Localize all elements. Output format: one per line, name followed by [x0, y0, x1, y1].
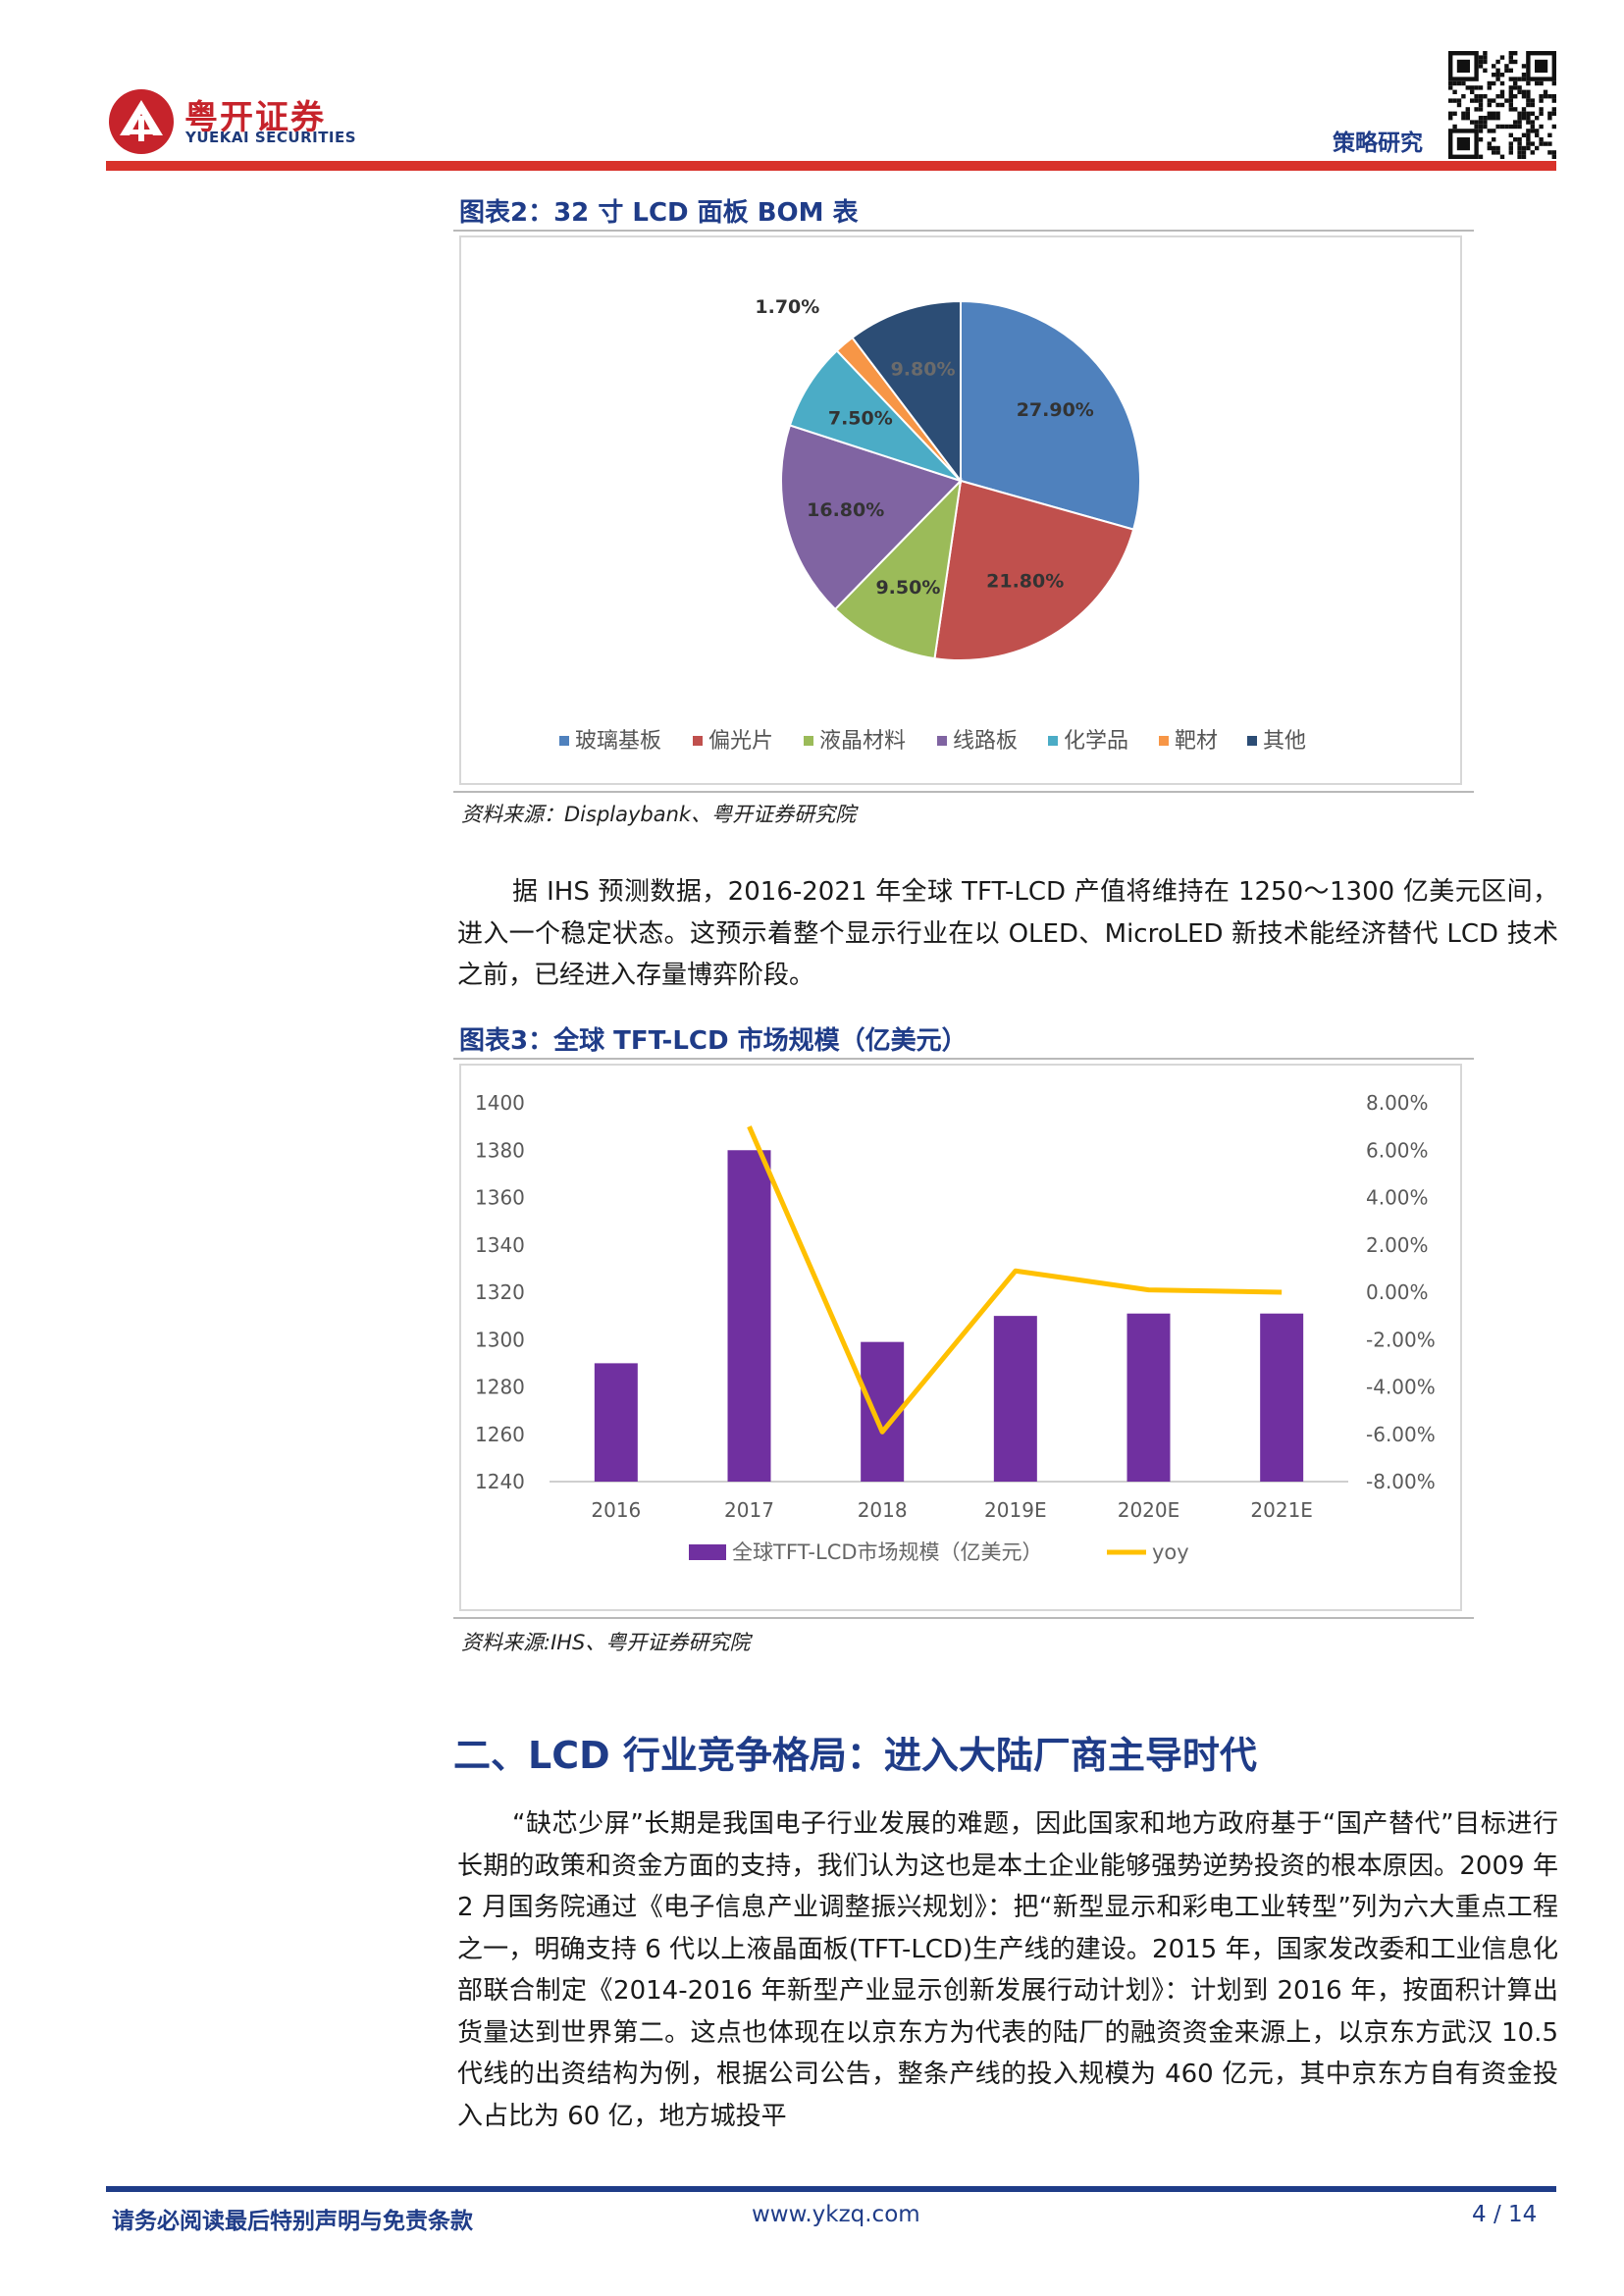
- legend-swatch: [559, 736, 569, 746]
- bar: [727, 1150, 771, 1482]
- logo-text-cn: 粤开证券: [184, 98, 326, 137]
- legend-label: 其他: [1263, 729, 1306, 754]
- y-left-tick-label: 1320: [475, 1280, 525, 1304]
- paragraph-1-text: 据 IHS 预测数据，2016-2021 年全球 TFT-LCD 产值将维持在 …: [457, 877, 1558, 990]
- report-category: 策略研究: [1333, 130, 1423, 156]
- legend-label: 化学品: [1064, 729, 1128, 754]
- paragraph-2-text: “缺芯少屏”长期是我国电子行业发展的难题，因此国家和地方政府基于“国产替代”目标…: [457, 1809, 1558, 2131]
- y-left-tick-label: 1400: [475, 1091, 525, 1115]
- section-heading: 二、LCD 行业竞争格局：进入大陆厂商主导时代: [453, 1734, 1257, 1777]
- legend-swatch: [1048, 736, 1058, 746]
- qr-code-icon: [1448, 51, 1556, 159]
- y-left-tick-label: 1240: [475, 1470, 525, 1493]
- legend-label: 靶材: [1175, 729, 1218, 754]
- footer-website-link[interactable]: www.ykzq.com: [752, 2202, 920, 2227]
- pie-data-label: 16.80%: [807, 499, 884, 521]
- y-right-tick-label: -2.00%: [1366, 1328, 1436, 1351]
- footer-divider: [106, 2186, 1556, 2192]
- y-right-tick-label: 2.00%: [1366, 1233, 1429, 1257]
- legend-label: 液晶材料: [819, 729, 906, 754]
- legend-label: 玻璃基板: [575, 729, 661, 754]
- legend-swatch: [1159, 736, 1169, 746]
- header-divider: [106, 161, 1556, 171]
- pie-slice: [780, 424, 963, 611]
- x-tick-label: 2016: [591, 1498, 641, 1522]
- pie-data-label: 21.80%: [986, 570, 1064, 592]
- figure2-bottom-rule: [453, 791, 1474, 793]
- y-left-tick-label: 1340: [475, 1233, 525, 1257]
- legend-label-line: yoy: [1152, 1540, 1189, 1564]
- x-tick-label: 2021E: [1250, 1498, 1313, 1522]
- pie-data-label: 27.90%: [1017, 399, 1094, 421]
- pie-slice: [960, 299, 1141, 531]
- page-number: 4 / 14: [1472, 2202, 1538, 2227]
- bar: [594, 1363, 638, 1482]
- figure2-caption: 图表2：32 寸 LCD 面板 BOM 表: [459, 198, 859, 228]
- footer-disclaimer: 请务必阅读最后特别声明与免责条款: [112, 2209, 473, 2234]
- pie-data-label: 9.50%: [875, 577, 940, 599]
- bar: [1260, 1313, 1304, 1482]
- pie-data-label: 7.50%: [828, 408, 893, 430]
- figure3-bottom-rule: [453, 1617, 1474, 1619]
- legend-label: 线路板: [953, 729, 1018, 754]
- figure3-caption-rule: [453, 1058, 1474, 1060]
- pie-data-label: 9.80%: [891, 359, 956, 381]
- x-tick-label: 2018: [858, 1498, 908, 1522]
- figure2-source: 资料来源：Displaybank、粤开证券研究院: [461, 803, 857, 826]
- y-left-tick-label: 1300: [475, 1328, 525, 1351]
- pie-slice: [933, 479, 1135, 661]
- x-tick-label: 2019E: [984, 1498, 1047, 1522]
- x-tick-label: 2017: [724, 1498, 774, 1522]
- bar: [993, 1316, 1037, 1482]
- pie-data-label: 1.70%: [755, 296, 819, 318]
- x-tick-label: 2020E: [1118, 1498, 1180, 1522]
- y-right-tick-label: 8.00%: [1366, 1091, 1429, 1115]
- figure2-chart-frame: 27.90% 21.80% 9.50% 16.80% 7.50% 1.70% 9.80% 玻璃…: [459, 235, 1462, 785]
- legend-swatch: [937, 736, 947, 746]
- y-left-tick-label: 1360: [475, 1186, 525, 1210]
- logo-text-en: YUEKAI SECURITIES: [185, 129, 357, 146]
- figure3-caption: 图表3：全球 TFT-LCD 市场规模（亿美元）: [459, 1026, 968, 1056]
- yoy-line: [747, 1125, 1283, 1435]
- legend-swatch: [804, 736, 813, 746]
- pie-chart: 27.90% 21.80% 9.50% 16.80% 7.50% 1.70% 9.80% 玻璃…: [559, 296, 1306, 754]
- pie-slice: [833, 478, 963, 660]
- legend-swatch: [693, 736, 703, 746]
- y-right-tick-label: -4.00%: [1366, 1376, 1436, 1399]
- y-left-tick-label: 1380: [475, 1138, 525, 1162]
- figure2-caption-rule: [453, 230, 1474, 232]
- figure3-source: 资料来源:IHS、粤开证券研究院: [461, 1631, 751, 1654]
- bar-line-chart: 1400 1380 1360 1340 1320 1300 1280 1260 1240 8.00…: [475, 1091, 1436, 1564]
- y-right-tick-label: 4.00%: [1366, 1186, 1429, 1210]
- bar: [1126, 1313, 1171, 1482]
- y-right-tick-label: -6.00%: [1366, 1423, 1436, 1446]
- y-right-tick-label: 6.00%: [1366, 1138, 1429, 1162]
- pie-slice: [851, 299, 962, 484]
- y-left-tick-label: 1260: [475, 1423, 525, 1446]
- body-paragraph-1: 据 IHS 预测数据，2016-2021 年全球 TFT-LCD 产值将维持在 …: [457, 871, 1558, 997]
- figure3-chart-frame: 1400 1380 1360 1340 1320 1300 1280 1260 1240 8.00…: [459, 1064, 1462, 1611]
- legend-swatch-bar: [689, 1544, 726, 1560]
- y-right-tick-label: 0.00%: [1366, 1280, 1429, 1304]
- y-right-tick-label: -8.00%: [1366, 1470, 1436, 1493]
- body-paragraph-2: “缺芯少屏”长期是我国电子行业发展的难题，因此国家和地方政府基于“国产替代”目标…: [457, 1803, 1558, 2137]
- company-logo-icon: [109, 89, 174, 154]
- pie-slice: [788, 349, 962, 482]
- legend-label: 偏光片: [708, 729, 773, 754]
- legend-swatch: [1247, 736, 1257, 746]
- legend-label-bar: 全球TFT-LCD市场规模（亿美元）: [732, 1540, 1043, 1564]
- y-left-tick-label: 1280: [475, 1376, 525, 1399]
